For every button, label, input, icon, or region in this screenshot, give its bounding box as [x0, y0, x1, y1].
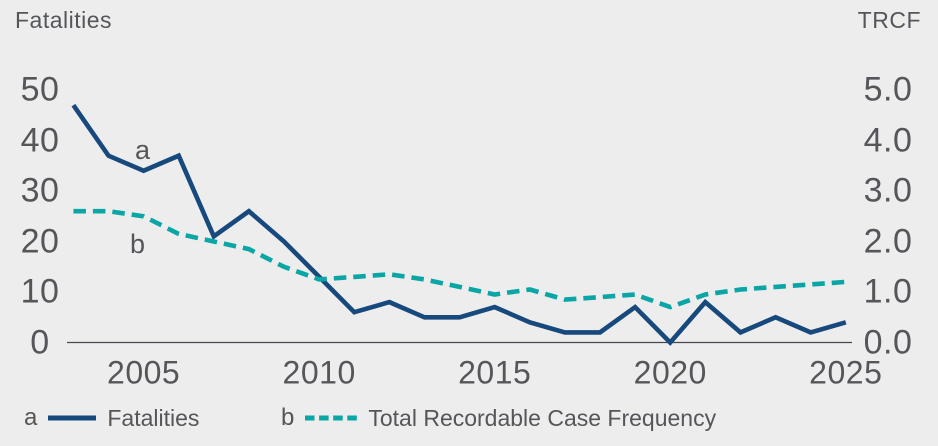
legend-label-fatalities: Fatalities	[107, 404, 200, 431]
left-axis-tick-label: 40	[20, 121, 60, 159]
left-axis-title: Fatalities	[15, 7, 113, 33]
right-axis-tick-label: 5.0	[863, 70, 913, 109]
series-b-inline-label: b	[130, 229, 146, 259]
fatalities-line	[71, 103, 847, 346]
right-axis-tick-label: 3.0	[863, 171, 913, 210]
left-axis-tick-label: 30	[20, 171, 60, 210]
x-axis-tick-label: 2020	[633, 354, 707, 391]
trcf-line	[73, 208, 846, 310]
legend-label-trcf: Total Recordable Case Frequency	[368, 404, 717, 431]
right-axis-tick-label: 2.0	[863, 222, 913, 260]
dashed-line-swatch-icon	[305, 415, 358, 421]
x-axis-tick-label: 2010	[282, 354, 356, 391]
x-axis-tick-label: 2015	[458, 354, 532, 391]
series-a-inline-label: a	[135, 135, 151, 165]
left-axis-tick-label: 20	[20, 222, 60, 260]
legend-marker-b: b	[281, 404, 295, 431]
right-axis-tick-label: 1.0	[863, 272, 913, 311]
right-axis-title: TRCF	[857, 7, 921, 33]
legend-marker-a: a	[24, 404, 38, 431]
x-axis-tick-label: 2025	[809, 354, 883, 391]
legend-item-fatalities: a Fatalities	[24, 404, 199, 432]
right-axis-tick-label: 4.0	[863, 121, 913, 159]
solid-line-swatch-icon	[48, 415, 97, 421]
left-axis-tick-label: 0	[30, 323, 50, 361]
left-axis-tick-label: 10	[20, 272, 60, 311]
x-axis-tick-label: 2005	[107, 354, 181, 391]
left-axis-tick-label: 50	[20, 70, 60, 109]
legend: a Fatalities b Total Recordable Case Fre…	[0, 404, 938, 444]
legend-item-trcf: b Total Recordable Case Frequency	[281, 404, 716, 432]
right-axis-tick-label: 0.0	[863, 323, 913, 361]
